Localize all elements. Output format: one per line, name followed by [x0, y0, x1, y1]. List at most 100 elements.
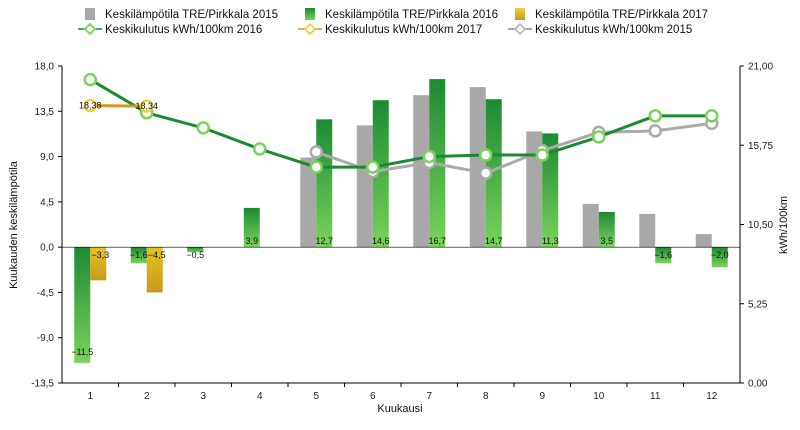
bar_2016-data-label: 11,3	[542, 236, 559, 246]
x-tick-label: 5	[313, 391, 319, 402]
legend-marker	[83, 22, 97, 36]
line_2016-point	[705, 109, 719, 123]
line_2015-point	[479, 166, 493, 180]
bar_2016-bar	[485, 99, 502, 248]
x-tick-label: 10	[593, 391, 605, 402]
legend-swatch	[305, 8, 315, 20]
line_2015-point	[309, 145, 323, 159]
legend-label: Keskikulutus kWh/100km 2015	[535, 24, 692, 36]
y-left-tick-label: 13,5	[35, 107, 55, 118]
line_2016-point	[83, 72, 97, 87]
line_2016-point	[592, 130, 606, 144]
legend-swatch	[85, 8, 95, 20]
line_2016-point	[253, 142, 267, 156]
y-right-tick-label: 21,00	[748, 62, 773, 73]
y-right-tick-label: 15,75	[748, 141, 773, 152]
bar_2016-bar	[542, 133, 559, 248]
bar_2016-data-label: −0,5	[186, 250, 204, 260]
bar_2016-bar	[130, 247, 147, 264]
x-tick-label: 11	[650, 391, 661, 402]
line_2017-data-label: 18,34	[135, 101, 158, 111]
lines	[83, 72, 719, 180]
x-tick-label: 2	[144, 391, 150, 402]
line_2015-line	[315, 121, 712, 175]
legend-label: Keskikulutus kWh/100km 2017	[325, 24, 482, 36]
bar_2015-bar	[413, 95, 430, 248]
legend-marker	[513, 22, 527, 36]
y-left-tick-label: 0,0	[40, 243, 54, 254]
x-tick-label: 4	[257, 391, 263, 402]
bar_2016-bar	[316, 119, 333, 248]
legend: Keskilämpötila TRE/Pirkkala 2015 Keskiläm…	[78, 8, 708, 36]
bar_2016-data-label: −2,0	[711, 250, 729, 260]
bar_2016-bar	[598, 211, 615, 248]
bar_2016-bar	[372, 100, 389, 248]
x-tick-label: 8	[483, 391, 489, 402]
bar_2016-data-label: −1,6	[130, 250, 148, 260]
line_2016-point	[366, 160, 380, 174]
y-left-tick-label: 9,0	[40, 152, 54, 163]
bar_2016-data-label: 14,6	[372, 236, 390, 246]
bar_2016-bar	[74, 247, 91, 363]
x-tick-label: 12	[706, 391, 718, 402]
bar_2016-data-label: 16,7	[428, 236, 446, 246]
bar_2015-bar	[582, 203, 599, 248]
bar_2016-bar	[711, 247, 728, 268]
legend-label: Keskilämpötila TRE/Pirkkala 2017	[535, 9, 708, 21]
line_2017-point	[83, 98, 97, 113]
bar_2016-data-label: −1,6	[654, 250, 672, 260]
line_2016-point	[196, 121, 210, 135]
bar_2016-data-label: 3,9	[245, 236, 258, 246]
line_2016-point	[535, 148, 549, 162]
bar_2015-bar	[695, 234, 712, 248]
legend-label: Keskikulutus kWh/100km 2016	[105, 24, 262, 36]
bar_2015-bar	[356, 125, 373, 248]
y-left-tick-label: 18,0	[35, 62, 55, 73]
legend-swatch	[515, 8, 525, 20]
y-right-tick-label: 5,25	[748, 299, 768, 310]
bar_2016-data-label: 14,7	[485, 236, 503, 246]
bar_2015-bar	[639, 213, 656, 248]
x-tick-label: 3	[200, 391, 206, 402]
bar_2017-bar	[90, 247, 107, 281]
bar_2016-data-label: 12,7	[315, 236, 333, 246]
y-left-tick-label: -9,0	[37, 333, 55, 344]
legend-label: Keskilämpötila TRE/Pirkkala 2016	[325, 9, 498, 21]
line_2016-point	[479, 148, 493, 162]
legend-label: Keskilämpötila TRE/Pirkkala 2015	[105, 9, 278, 21]
axes: 18,013,59,04,50,0-4,5-9,0-13,521,0015,75…	[31, 62, 773, 403]
x-tick-label: 9	[539, 391, 545, 402]
line_2017-point	[140, 99, 154, 113]
bar_2017-data-label: −3,3	[91, 250, 109, 260]
x-tick-label: 1	[87, 391, 93, 402]
line_2017-line	[90, 104, 147, 108]
line_2016-point	[309, 160, 323, 174]
y-left-tick-label: -4,5	[37, 288, 55, 299]
line_2016-point	[422, 149, 436, 164]
line_2016-point	[648, 109, 662, 123]
bar_2017-bar	[146, 247, 163, 293]
x-axis-title: Kuukausi	[377, 403, 422, 415]
bar_2015-bar	[469, 87, 486, 248]
x-tick-label: 7	[426, 391, 432, 402]
bar_2015-bar	[300, 157, 317, 248]
bar_2016-bar	[655, 247, 672, 264]
bar_2017-data-label: −4,5	[148, 250, 166, 260]
bar_2016-bar	[243, 207, 260, 248]
line_2017-data-label: 18,38	[79, 101, 102, 111]
y-right-tick-label: 0,00	[748, 379, 768, 390]
data-labels: −11,5 −1,6 −0,5 3,9 12,7 14,6 16,7 14,7 11,3 3,5 −…	[71, 101, 728, 357]
y-axis-left-title: Kuukauden keskilämpötila	[8, 160, 20, 289]
x-tick-label: 6	[370, 391, 376, 402]
bar_2016-data-label: −11,5	[71, 347, 93, 357]
legend-marker	[303, 22, 317, 36]
y-axis-right-title: kWh/100km	[778, 196, 790, 254]
line_2016-line	[89, 78, 712, 169]
bar_2016-data-label: 3,5	[600, 236, 613, 246]
line_2015-point	[648, 124, 662, 138]
bars	[74, 79, 728, 363]
y-left-tick-label: 4,5	[40, 197, 54, 208]
y-right-tick-label: 10,50	[748, 220, 773, 231]
y-left-tick-label: -13,5	[31, 379, 54, 390]
